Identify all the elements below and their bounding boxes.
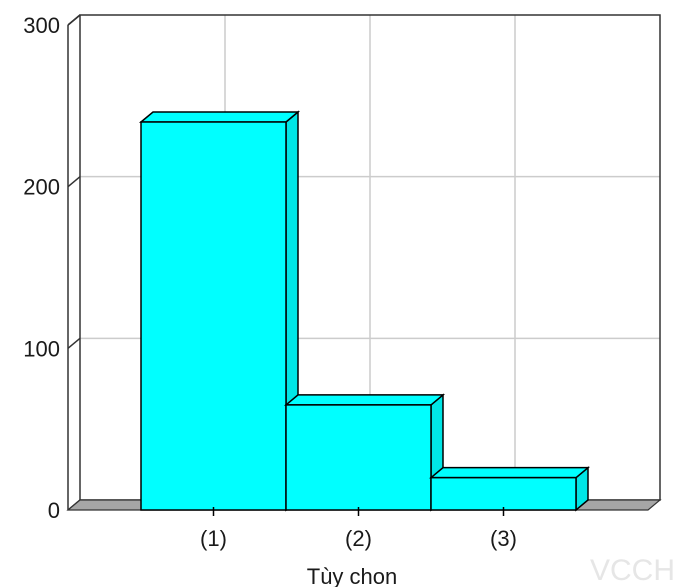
bar-top [138,111,301,123]
y-tick-label: 200 [23,175,60,200]
bar-top [428,466,591,479]
x-axis-title: Tùy chon [307,564,398,587]
bar-3 [428,466,591,512]
x-axis-categories: (1) (2) (3) [200,507,517,551]
x-tick-label: (1) [200,526,227,551]
y-tick-label: 0 [48,498,60,523]
bar-front [140,121,287,511]
y-tick-label: 100 [23,336,60,361]
x-tick-label: (2) [345,526,372,551]
y-tick-mark [67,176,81,188]
bar-front [430,476,577,511]
y-tick-label: 300 [23,13,60,38]
bar-1 [138,110,301,512]
y-axis-ticks: 0 100 200 300 [23,13,60,523]
bar-2 [283,393,446,512]
bar-top [283,394,446,406]
x-tick-label: (3) [490,526,517,551]
watermark: VCCH [590,554,675,587]
bars [138,110,591,512]
top-left-edge [67,14,81,26]
y-tick-mark [67,337,81,349]
bar-front [285,404,432,511]
